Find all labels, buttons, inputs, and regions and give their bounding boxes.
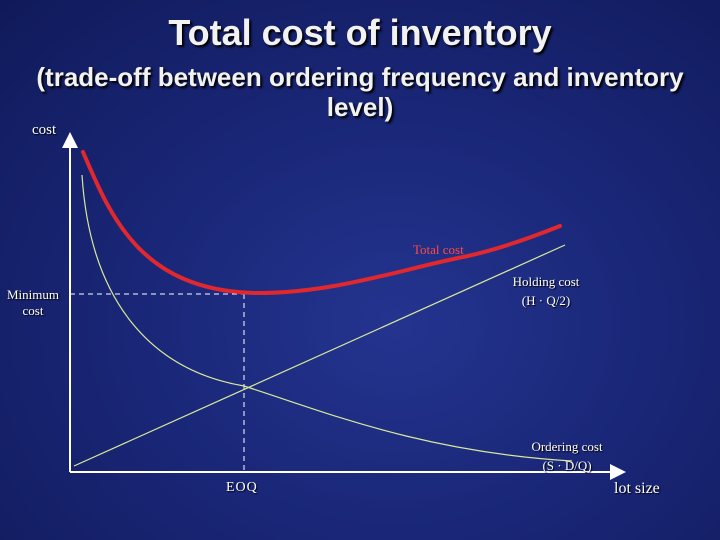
slide-title: Total cost of inventory <box>168 12 552 53</box>
holding-cost-line <box>73 244 566 467</box>
ordering-cost-label-line-1: Ordering cost <box>531 439 603 454</box>
y-axis-label: cost <box>32 122 57 138</box>
total-cost-curve <box>81 150 562 296</box>
subtitle-line-1: (trade-off between ordering frequency an… <box>36 62 684 92</box>
eoq-label: EOQ <box>226 480 258 495</box>
holding-cost-label: Holding cost (H · Q/2) <box>505 272 587 310</box>
total-cost-label: Total cost <box>413 242 464 257</box>
ordering-cost-curve <box>81 174 573 462</box>
ordering-cost-label: Ordering cost (S · D/Q) <box>522 437 612 475</box>
holding-cost-formula: (H · Q/2) <box>521 293 571 308</box>
minimum-cost-label-line-2: cost <box>22 303 44 318</box>
holding-cost-label-line-1: Holding cost <box>512 274 580 289</box>
slide-subtitle: (trade-off between ordering frequency an… <box>0 62 720 122</box>
ordering-cost-formula: (S · D/Q) <box>542 458 592 473</box>
minimum-cost-label-line-1: Minimum <box>6 287 59 302</box>
subtitle-line-2: level) <box>326 92 394 122</box>
minimum-cost-label: Minimum cost <box>4 287 62 319</box>
x-axis-label: lot size <box>614 480 660 497</box>
